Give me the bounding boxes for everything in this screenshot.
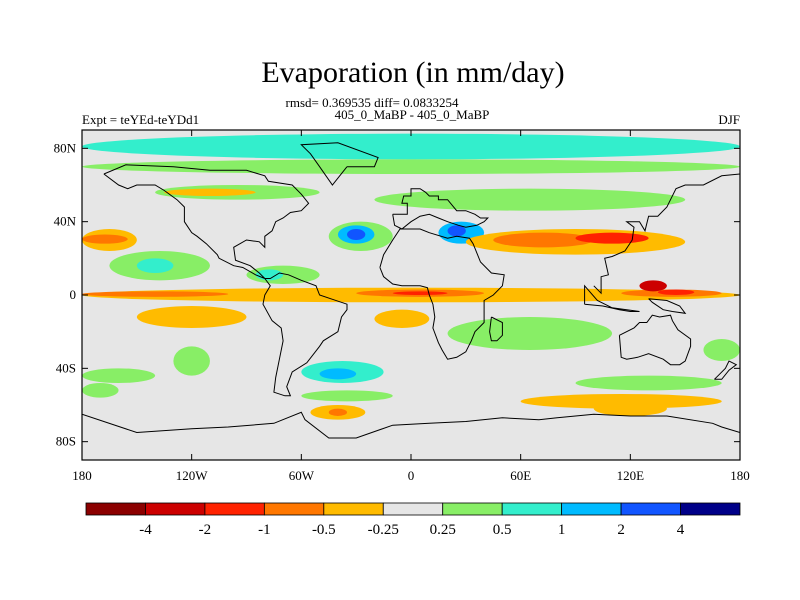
contour-region-13 (347, 229, 366, 240)
contour-region-8 (136, 258, 174, 273)
x-tick-label-3: 0 (408, 468, 415, 483)
colorbar-label-2: -1 (258, 522, 271, 538)
x-tick-label-5: 120E (617, 468, 645, 483)
contour-region-36 (520, 394, 722, 409)
contour-region-26 (136, 306, 247, 328)
coastline-segment-9 (489, 316, 503, 342)
y-tick-label-1: 40N (54, 214, 77, 229)
coastline-segment-5 (593, 173, 740, 295)
colorbar-label-1: -2 (199, 522, 212, 538)
contour-region-6 (82, 234, 128, 244)
colorbar-box-8 (561, 502, 622, 516)
contour-region-39 (703, 339, 740, 361)
contour-region-25 (657, 289, 695, 295)
contour-region-22 (392, 291, 448, 295)
contour-region-31 (319, 368, 357, 380)
coastline-segment-3 (82, 411, 740, 439)
contour-region-20 (82, 291, 229, 297)
x-tick-label-4: 60E (510, 468, 531, 483)
contour-region-37 (593, 401, 667, 416)
colorbar-label-8: 2 (617, 522, 625, 538)
contour-region-24 (639, 280, 667, 292)
contour-region-17 (493, 232, 594, 248)
coastline-segment-8 (714, 360, 738, 380)
colorbar-box-7 (501, 502, 563, 516)
contour-region-38 (575, 375, 722, 391)
contour-region-4 (374, 188, 686, 211)
colorbar-label-3: -0.5 (312, 522, 336, 538)
contour-region-18 (575, 232, 649, 244)
contour-region-3 (164, 188, 256, 196)
coastline-segment-2 (392, 188, 490, 230)
x-tick-label-1: 120W (176, 468, 209, 483)
x-tick-label-6: 180 (730, 468, 750, 483)
left-label: Expt = teYEd-teYDd1 (82, 112, 199, 127)
contour-region-29 (173, 346, 210, 376)
colorbar-box-3 (263, 502, 325, 516)
colorbar-box-1 (145, 502, 206, 516)
contour-region-15 (447, 225, 466, 237)
y-axis-ticks: 80N 40N 0 40S 80S (54, 140, 740, 449)
colorbar-box-6 (442, 502, 503, 516)
colorbar-label-4: -0.25 (368, 522, 399, 538)
contour-region-40 (82, 383, 119, 398)
colorbar-label-0: -4 (139, 522, 152, 538)
coastline-segment-7 (648, 298, 687, 314)
colorbar-box-4 (323, 502, 384, 516)
colorbar: -4 -2 -1 -0.5 -0.25 0.25 0.5 1 2 4 (85, 502, 741, 538)
contour-region-33 (301, 390, 393, 402)
coastline-segment-0 (262, 272, 348, 397)
y-tick-label-2: 0 (70, 287, 77, 302)
colorbar-box-5 (382, 502, 444, 516)
coastline-outline (82, 142, 740, 439)
coastline-segment-6 (584, 284, 640, 312)
coastline-segment-10 (300, 142, 379, 186)
coastline-segment-4 (618, 314, 692, 366)
contour-region-1 (82, 159, 740, 175)
colorbar-box-0 (85, 502, 146, 516)
contour-region-0 (82, 133, 740, 160)
right-label: DJF (718, 112, 740, 127)
x-tick-label-2: 60W (289, 468, 315, 483)
coastline-segment-11 (103, 164, 310, 279)
chart-title: Evaporation (in mm/day) (261, 56, 564, 89)
contour-region-27 (374, 309, 430, 329)
y-tick-label-4: 80S (56, 434, 76, 449)
colorbar-label-6: 0.5 (493, 522, 512, 538)
colorbar-box-10 (680, 502, 741, 516)
colorbar-box-2 (204, 502, 265, 516)
colorbar-label-9: 4 (677, 522, 685, 538)
colorbar-label-7: 1 (558, 522, 566, 538)
colorbar-box-9 (620, 502, 681, 516)
colorbar-label-5: 0.25 (430, 522, 456, 538)
y-tick-label-3: 40S (56, 360, 76, 375)
x-axis-ticks: 180 120W 60W 0 60E 120E 180 (72, 130, 750, 483)
coastline-segment-1 (379, 228, 505, 360)
center-label: 405_0_MaBP - 405_0_MaBP (335, 107, 490, 122)
contour-region-35 (328, 408, 348, 417)
y-tick-label-0: 80N (54, 140, 77, 155)
stats-line: rmsd= 0.369535 diff= 0.0833254 (286, 95, 459, 110)
x-tick-label-0: 180 (72, 468, 92, 483)
contour-region-28 (447, 317, 613, 350)
contour-region-32 (82, 368, 156, 383)
